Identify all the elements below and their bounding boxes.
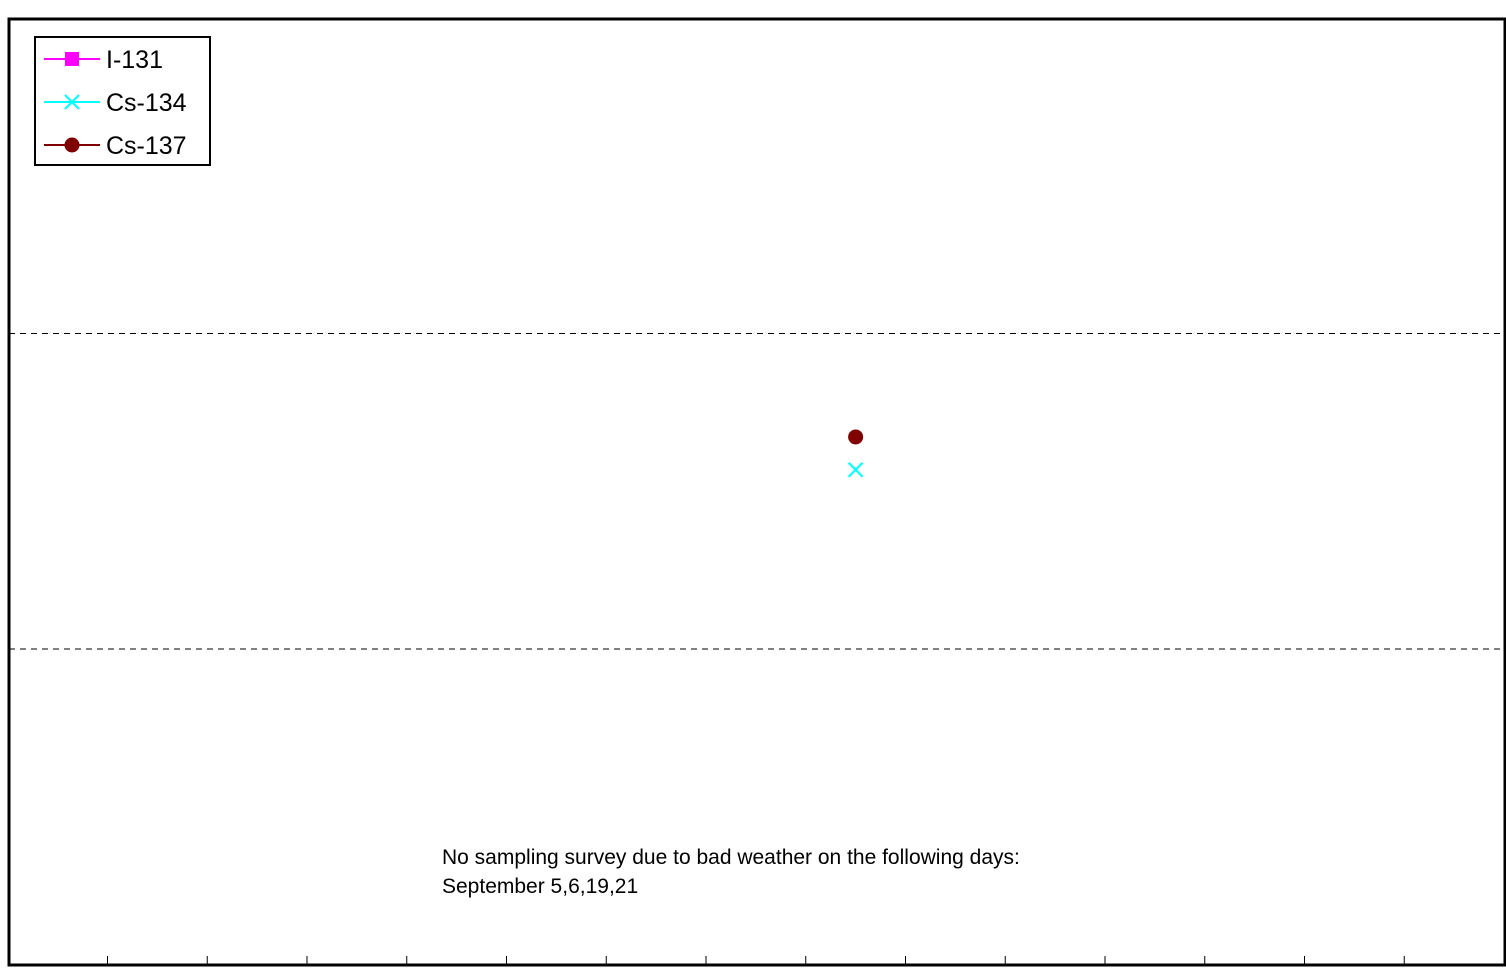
legend-item-cs-137: Cs-137 xyxy=(44,132,187,160)
grid-lines xyxy=(9,333,1505,650)
legend-item-cs-134: Cs-134 xyxy=(44,89,187,117)
data-points xyxy=(847,429,864,478)
data-point-cs-134 xyxy=(847,462,864,478)
data-point-cs-137 xyxy=(848,429,864,445)
legend-label-cs-137: Cs-137 xyxy=(106,132,187,160)
legend: I-131 Cs-134 Cs-137 xyxy=(34,36,211,166)
plot-frame xyxy=(7,17,1506,967)
annotation: No sampling survey due to bad weather on… xyxy=(442,846,1020,898)
annotation-line-2: September 5,6,19,21 xyxy=(442,875,638,898)
legend-label-i-131: I-131 xyxy=(106,46,163,74)
legend-label-cs-134: Cs-134 xyxy=(106,89,187,117)
annotation-line-1: No sampling survey due to bad weather on… xyxy=(442,846,1020,869)
legend-marker-i-131 xyxy=(65,52,79,66)
legend-item-i-131: I-131 xyxy=(44,46,163,74)
legend-marker-cs-137 xyxy=(64,137,80,153)
legend-marker-cs-134 xyxy=(64,94,80,110)
